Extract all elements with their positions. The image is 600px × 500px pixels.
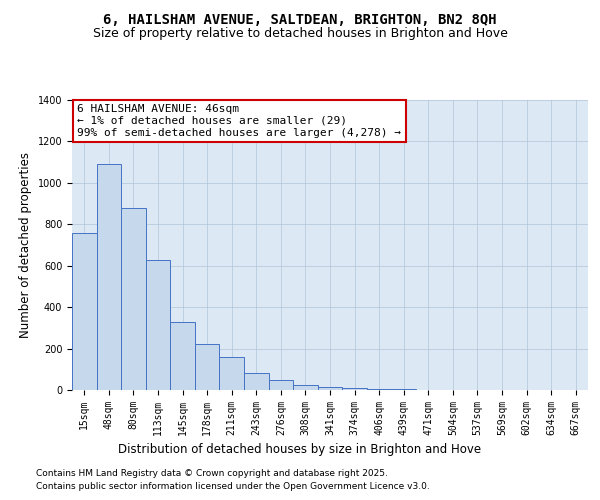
Bar (195, 344, 220, 390)
Text: 6, HAILSHAM AVENUE, SALTDEAN, BRIGHTON, BN2 8QH: 6, HAILSHAM AVENUE, SALTDEAN, BRIGHTON, … (103, 12, 497, 26)
Bar (146, 260, 170, 390)
Bar (342, 388, 367, 390)
Y-axis label: Number of detached properties: Number of detached properties (19, 152, 32, 338)
Bar (121, 208, 146, 390)
Text: 6 HAILSHAM AVENUE: 46sqm
← 1% of detached houses are smaller (29)
99% of semi-de: 6 HAILSHAM AVENUE: 46sqm ← 1% of detache… (77, 104, 401, 138)
Text: Distribution of detached houses by size in Brighton and Hove: Distribution of detached houses by size … (118, 442, 482, 456)
Text: Contains HM Land Registry data © Crown copyright and database right 2025.: Contains HM Land Registry data © Crown c… (36, 468, 388, 477)
Bar (97, 164, 121, 390)
Bar (269, 380, 293, 390)
Bar (293, 385, 318, 390)
Text: Contains public sector information licensed under the Open Government Licence v3: Contains public sector information licen… (36, 482, 430, 491)
Bar (244, 374, 269, 390)
Bar (170, 322, 195, 390)
Text: Size of property relative to detached houses in Brighton and Hove: Size of property relative to detached ho… (92, 28, 508, 40)
Bar (367, 389, 391, 390)
Bar (220, 357, 244, 390)
Bar (318, 387, 342, 390)
Bar (72, 232, 97, 390)
